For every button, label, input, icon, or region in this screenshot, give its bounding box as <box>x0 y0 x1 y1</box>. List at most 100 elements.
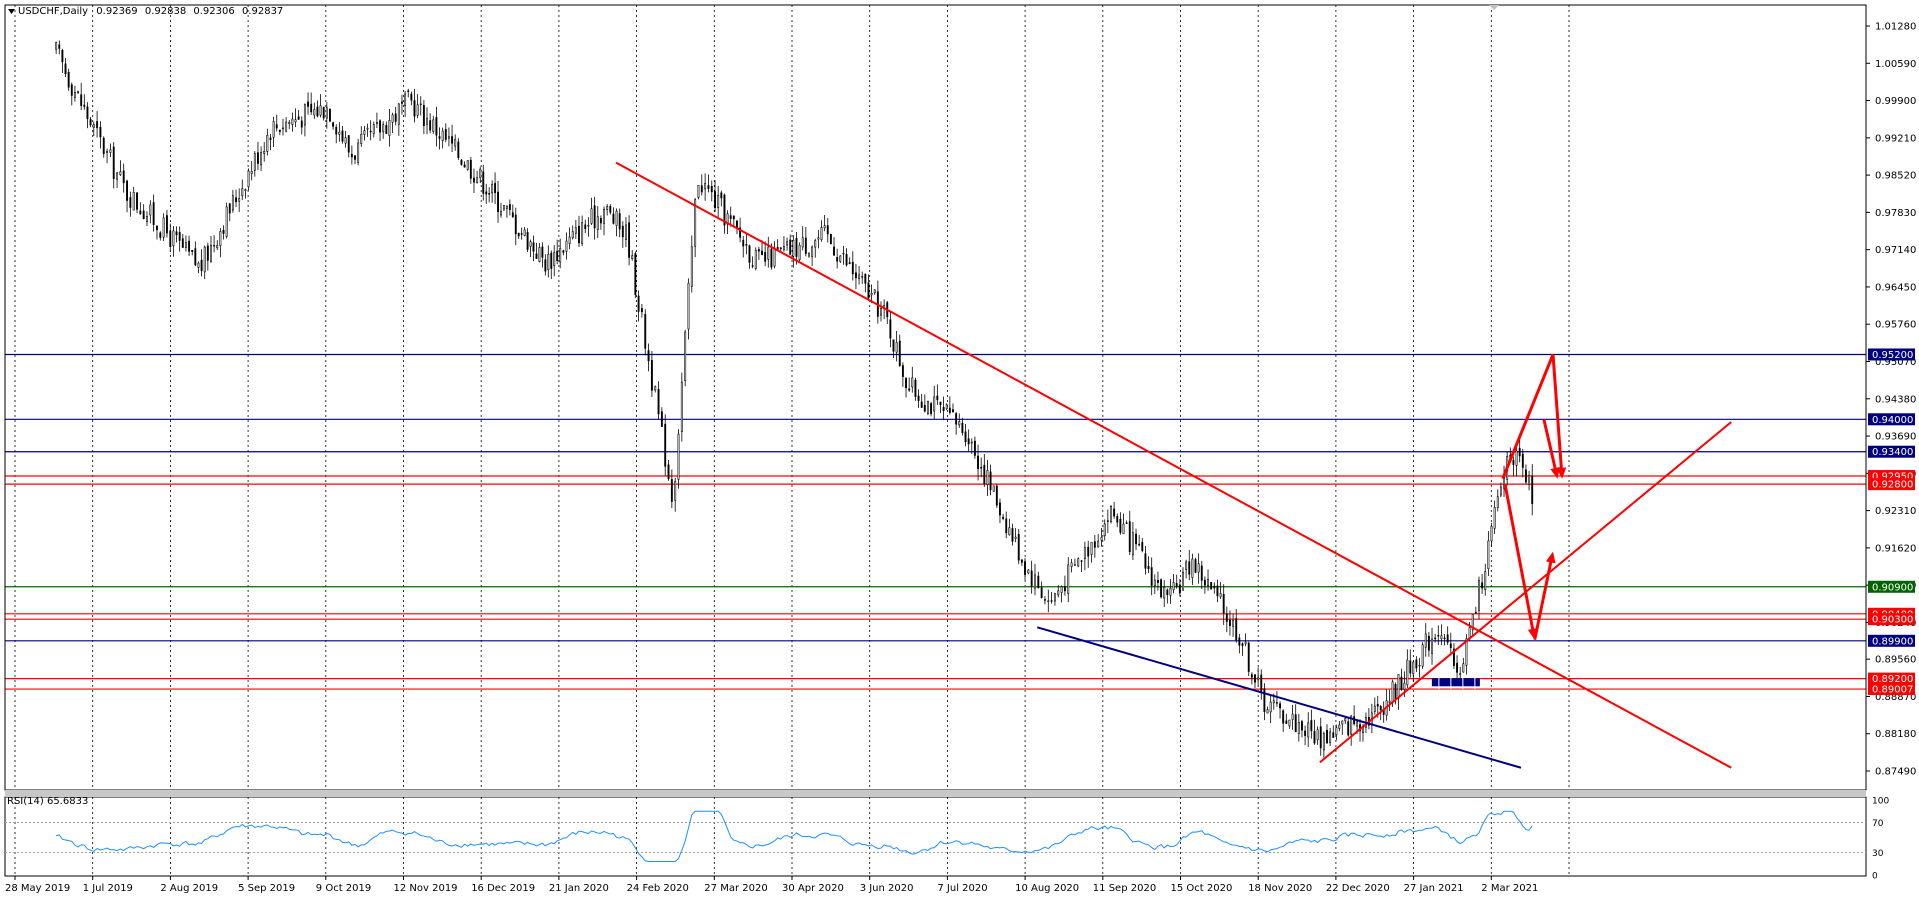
candle-body <box>357 142 360 163</box>
candle-body <box>770 248 773 268</box>
candle-body <box>1254 674 1256 683</box>
rsi-frame <box>4 796 1867 877</box>
candle-body <box>964 431 967 443</box>
candle-body <box>222 229 225 234</box>
panel-separator <box>5 790 1866 797</box>
candle-body <box>923 405 926 412</box>
candle-body <box>1391 681 1394 703</box>
candle-body <box>1100 537 1103 541</box>
dropdown-arrow-icon[interactable] <box>8 9 15 14</box>
projection-arrow <box>1533 559 1553 641</box>
rsi-panel: 100 70 30 0 <box>5 797 1889 882</box>
candle-body <box>1128 521 1131 553</box>
candle-body <box>911 377 914 388</box>
candle-body <box>980 466 983 469</box>
candle-body <box>1418 664 1421 667</box>
highlight-zone <box>1431 678 1480 687</box>
candle-body <box>933 396 936 412</box>
candle-body <box>764 252 767 262</box>
candle-body <box>1443 637 1446 640</box>
candle-body <box>1344 718 1347 722</box>
candle-body <box>526 232 529 250</box>
candle-body <box>344 137 347 144</box>
candle-body <box>1515 450 1518 466</box>
candle-body <box>89 119 92 126</box>
candle-body <box>547 253 550 271</box>
candle-body <box>1244 641 1247 645</box>
candle-body <box>826 225 829 235</box>
candle-body <box>1347 721 1350 736</box>
candle-body <box>1090 541 1093 555</box>
price-tick-label: 0.94380 <box>1875 394 1916 405</box>
price-tick-label: 0.98520 <box>1875 171 1916 182</box>
candle-body <box>1002 516 1005 519</box>
candle-body <box>112 146 115 179</box>
candle-body <box>1011 528 1014 542</box>
candle-body <box>200 259 203 272</box>
candle-body <box>786 241 789 246</box>
candle-body <box>1197 563 1200 573</box>
time-axis: 28 May 2019 1 Jul 2019 2 Aug 2019 5 Sep 201… <box>5 876 1538 894</box>
candle-body <box>1434 637 1437 640</box>
date-label: 2 Mar 2021 <box>1481 883 1538 894</box>
price-tick-label: 0.96450 <box>1875 282 1916 293</box>
date-label: 2 Aug 2019 <box>160 883 218 894</box>
candle-body <box>206 245 209 261</box>
candle-body <box>1153 579 1156 586</box>
price-tick-label: 0.95760 <box>1875 320 1916 331</box>
candle-body <box>936 395 939 401</box>
candle-body <box>714 191 717 209</box>
candle-body <box>435 117 438 136</box>
candle-body <box>1427 635 1430 651</box>
candle-body <box>571 231 574 239</box>
candle-body <box>129 197 132 208</box>
candle-body <box>1044 599 1046 601</box>
candle-body <box>149 204 152 216</box>
candle-body <box>1493 506 1496 529</box>
candle-body <box>842 252 845 255</box>
candle-body <box>845 254 848 266</box>
candle-body <box>1257 677 1260 680</box>
date-label: 28 May 2019 <box>5 883 70 894</box>
level-label: 0.93400 <box>1872 447 1913 458</box>
candle-body <box>341 130 344 142</box>
candle-body <box>184 242 187 248</box>
date-label: 15 Oct 2020 <box>1171 883 1233 894</box>
candle-body <box>717 195 720 208</box>
candle-body <box>391 114 394 123</box>
candle-body <box>1200 565 1203 581</box>
candle-body <box>917 395 920 401</box>
candle-body <box>169 230 172 247</box>
candle-body <box>609 206 612 213</box>
date-label: 22 Dec 2020 <box>1326 883 1390 894</box>
date-label: 10 Aug 2020 <box>1015 883 1079 894</box>
candle-body <box>511 212 514 218</box>
candle-body <box>366 127 369 130</box>
candle-body <box>1531 475 1534 504</box>
candle-body <box>106 150 109 153</box>
candle-body <box>945 404 948 410</box>
candle-body <box>892 339 895 352</box>
candle-body <box>833 246 835 256</box>
candle-body <box>1313 731 1316 744</box>
candle-body <box>1376 703 1379 707</box>
candle-body <box>241 188 244 197</box>
candle-body <box>422 105 425 126</box>
candle-body <box>231 195 234 211</box>
rsi-level-label: 30 <box>1872 849 1884 859</box>
candle-body <box>350 153 353 158</box>
candle-body <box>817 237 820 240</box>
candle-body <box>1034 574 1036 589</box>
candle-body <box>612 213 615 224</box>
candle-body <box>297 116 300 120</box>
candle-body <box>1521 453 1524 468</box>
candle-body <box>1528 475 1531 486</box>
candle-body <box>1030 570 1033 587</box>
candle-body <box>310 103 313 113</box>
candle-body <box>1465 638 1468 666</box>
candle-body <box>1424 633 1427 648</box>
candle-body <box>1156 579 1159 583</box>
candle-body <box>1194 559 1197 573</box>
candle-body <box>1238 637 1241 646</box>
